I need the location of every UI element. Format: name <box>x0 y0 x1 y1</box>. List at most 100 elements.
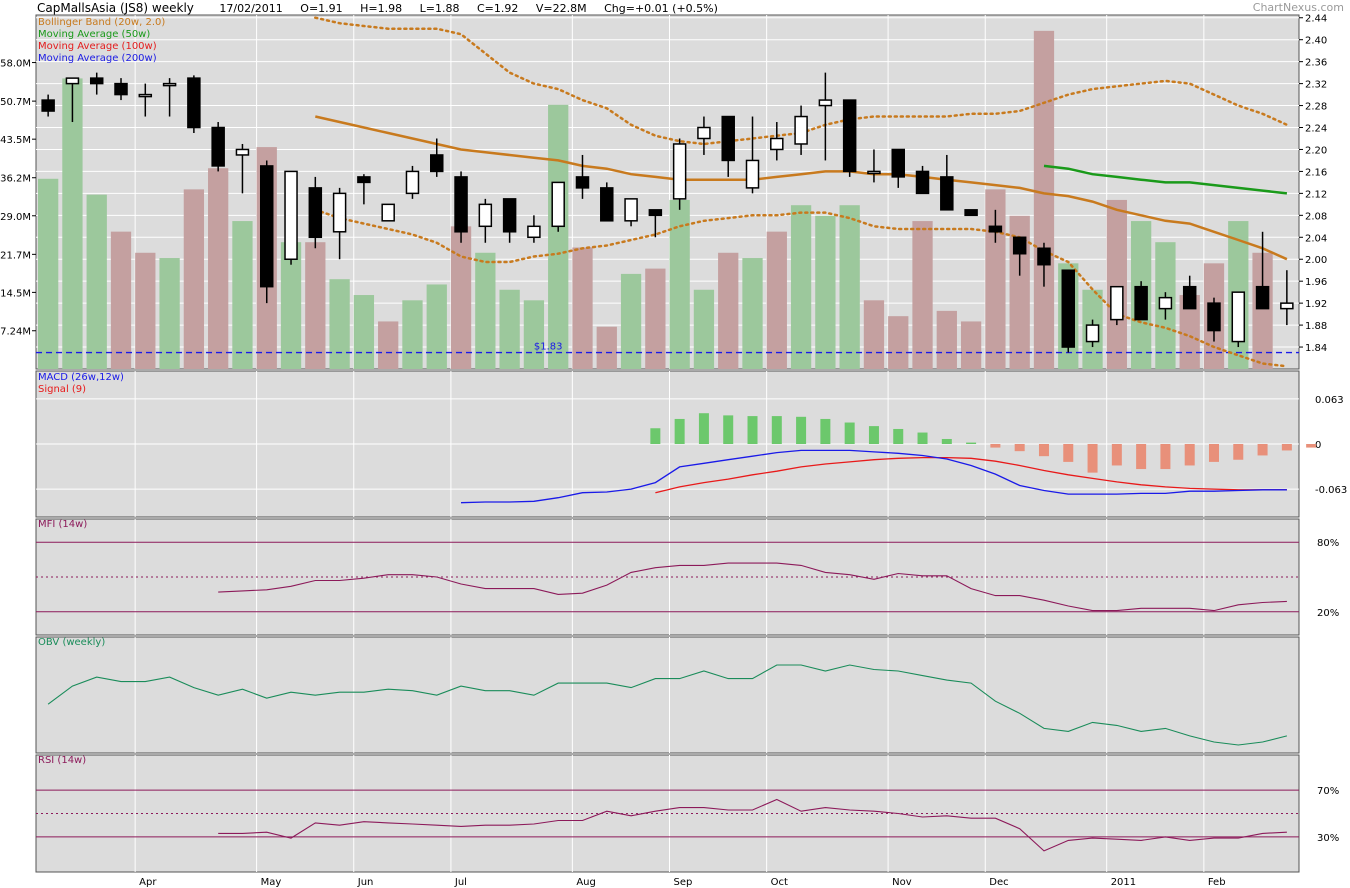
volume-bar <box>572 247 593 369</box>
month-label: Oct <box>771 877 788 888</box>
legend-ma100: Moving Average (100w) <box>38 41 157 52</box>
volume-bar <box>888 316 909 369</box>
candle-body <box>721 115 735 162</box>
price-tick-label: 1.96 <box>1305 277 1327 288</box>
volume-bar <box>426 284 447 369</box>
candle-body <box>1182 285 1197 310</box>
macd-histogram-bar <box>1038 444 1049 457</box>
price-tick-label: 2.28 <box>1305 102 1327 113</box>
macd-histogram-bar <box>771 416 782 444</box>
quote-change: Chg=+0.01 (+0.5%) <box>604 2 718 15</box>
obv-legend: OBV (weekly) <box>38 637 105 649</box>
panel-bg-3 <box>35 636 1300 754</box>
volume-tick-label: 7.24M <box>0 327 31 338</box>
volume-bar <box>280 242 302 369</box>
macd-histogram-bar <box>723 415 734 444</box>
macd-histogram-bar <box>917 432 928 444</box>
month-label: Apr <box>139 877 157 888</box>
macd-histogram-bar <box>1257 444 1268 456</box>
candle-body <box>308 187 323 239</box>
macd-histogram-bar <box>1233 444 1244 460</box>
macd-legend: MACD (26w,12w) Signal (9) <box>38 372 124 396</box>
candle-body <box>357 176 371 184</box>
volume-bar <box>985 189 1006 369</box>
macd-line <box>460 449 1287 504</box>
volume-tick-label: 36.2M <box>0 174 31 185</box>
macd-histogram-bar <box>1111 444 1122 466</box>
macd-histogram-bar <box>1014 444 1025 452</box>
candle-body <box>259 165 274 288</box>
legend-macd: MACD (26w,12w) <box>38 372 124 383</box>
candle-body <box>891 148 905 178</box>
volume-bar <box>378 321 399 369</box>
macd-histogram-bar <box>893 428 904 444</box>
volume-bar <box>183 189 205 369</box>
legend-signal: Signal (9) <box>38 384 87 395</box>
rsi-tick-label: 30% <box>1317 833 1339 844</box>
mfi-line <box>218 562 1287 612</box>
price-tick-label: 2.00 <box>1305 255 1327 266</box>
mfi-tick-label: 80% <box>1317 538 1339 549</box>
macd-tick-label: 0.063 <box>1315 395 1344 406</box>
volume-bar <box>742 258 763 369</box>
legend-mfi: MFI (14w) <box>38 519 88 530</box>
candle-body <box>745 159 760 189</box>
volume-bar <box>718 252 739 369</box>
candle-body <box>381 203 395 222</box>
volume-bar <box>159 258 180 369</box>
candle-body <box>332 192 347 233</box>
volume-bar <box>475 252 496 369</box>
macd-histogram-bar <box>796 416 807 444</box>
mfi-tick-label: 20% <box>1317 608 1339 619</box>
legend-obv: OBV (weekly) <box>38 637 106 648</box>
candle-body <box>41 99 55 112</box>
volume-bar <box>450 226 472 369</box>
volume-bar <box>693 289 715 369</box>
price-tick-label: 2.12 <box>1305 189 1327 200</box>
month-label: Sep <box>674 877 693 888</box>
volume-bar <box>790 205 812 369</box>
month-label: Jun <box>357 877 374 888</box>
candle-body <box>527 225 541 239</box>
volume-bar <box>353 295 375 369</box>
legend-rsi: RSI (14w) <box>38 755 87 766</box>
volume-bar <box>1106 199 1127 369</box>
chart-title: CapMallsAsia (JS8) weekly <box>37 1 194 15</box>
month-label: Jul <box>454 877 467 888</box>
mfi-legend: MFI (14w) <box>38 519 87 531</box>
volume-bar <box>645 268 666 369</box>
candle-body <box>1085 324 1100 343</box>
price-tick-label: 2.44 <box>1305 14 1327 25</box>
brand-watermark: ChartNexus.com <box>1252 1 1344 14</box>
candle-body <box>65 77 80 85</box>
quote-low: L=1.88 <box>419 2 460 15</box>
volume-bar <box>208 168 229 369</box>
legend-ma50: Moving Average (50w) <box>38 29 151 40</box>
price-tick-label: 2.24 <box>1305 124 1327 135</box>
candle-body <box>964 209 978 217</box>
candle-body <box>284 170 298 260</box>
volume-tick-label: 58.0M <box>0 59 31 70</box>
candle-body <box>940 176 954 211</box>
macd-histogram-bar <box>820 418 831 444</box>
volume-tick-label: 43.5M <box>0 135 31 146</box>
macd-histogram-bar <box>1281 444 1292 451</box>
volume-bar <box>86 194 107 369</box>
volume-bar <box>38 178 59 369</box>
volume-bar <box>110 231 132 369</box>
macd-histogram-bar <box>1136 444 1147 470</box>
volume-bar <box>620 273 642 369</box>
candle-body <box>915 170 930 195</box>
candle-body <box>1231 291 1246 343</box>
volume-tick-label: 14.5M <box>0 288 31 299</box>
month-label: Feb <box>1208 877 1226 888</box>
volume-tick-label: 21.7M <box>0 250 31 261</box>
volume-tick-label: 50.7M <box>0 97 31 108</box>
price-tick-label: 1.92 <box>1305 299 1327 310</box>
candle-body <box>1207 302 1221 332</box>
rsi-tick-label: 70% <box>1317 786 1339 797</box>
month-label: May <box>261 877 282 888</box>
candle-body <box>187 77 201 129</box>
signal-line <box>655 456 1287 494</box>
obv-line <box>47 664 1288 746</box>
